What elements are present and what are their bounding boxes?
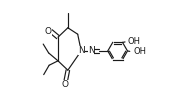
Text: N: N [78,46,85,55]
Text: O: O [45,27,52,36]
Text: O: O [62,80,69,89]
Text: OH: OH [133,47,146,56]
Text: N: N [88,46,94,55]
Text: OH: OH [128,37,141,46]
